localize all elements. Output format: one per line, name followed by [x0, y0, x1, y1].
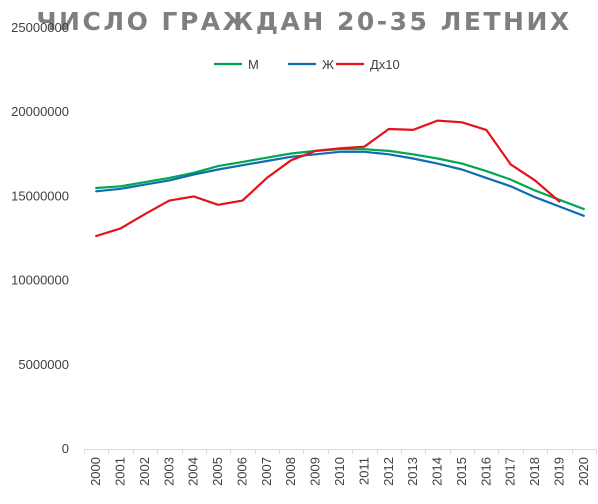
x-tick-label: 2008 [283, 457, 298, 486]
series-line-3 [95, 119, 561, 238]
series-line-2 [95, 150, 585, 217]
x-tick-label: 2007 [259, 457, 274, 486]
y-tick-label: 15000000 [11, 188, 69, 203]
y-tick-label: 20000000 [11, 104, 69, 119]
y-tick-label: 10000000 [11, 273, 69, 288]
legend: М Ж Дх10 [214, 57, 400, 72]
legend-label: Дх10 [370, 57, 400, 72]
x-tick-label: 2005 [210, 457, 225, 486]
x-tick-label: 2020 [576, 457, 591, 486]
x-tick-label: 2002 [137, 457, 152, 486]
y-tick-label: 25000000 [11, 20, 69, 35]
x-tick-label: 2006 [234, 457, 249, 486]
x-tick-label: 2013 [405, 457, 420, 486]
legend-label: М [248, 57, 259, 72]
x-tick-label: 2012 [381, 457, 396, 486]
x-tick-label: 2015 [454, 457, 469, 486]
x-tick-label: 2004 [186, 457, 201, 486]
x-tick-label: 2018 [527, 457, 542, 486]
x-tick-label: 2003 [161, 457, 176, 486]
y-tick-label: 5000000 [18, 357, 69, 372]
chart-title: ЧИСЛО ГРАЖДАН 20-35 ЛЕТНИХ [36, 7, 571, 36]
legend-label: Ж [322, 57, 334, 72]
x-tick-label: 2009 [308, 457, 323, 486]
x-tick-label: 2010 [332, 457, 347, 486]
x-tick-label: 2014 [430, 457, 445, 486]
x-tick-label: 2011 [356, 457, 371, 485]
series-layer [95, 119, 585, 238]
x-tick-label: 2016 [478, 457, 493, 486]
x-tick-label: 2019 [551, 457, 566, 486]
y-tick-label: 0 [62, 441, 69, 456]
x-tick-label: 2017 [503, 457, 518, 486]
x-tick-label: 2000 [88, 457, 103, 486]
x-tick-label: 2001 [113, 457, 128, 486]
axes: 2000 2001 2002 2003 2004 2005 2006 2007 2008 2009… [11, 20, 597, 486]
